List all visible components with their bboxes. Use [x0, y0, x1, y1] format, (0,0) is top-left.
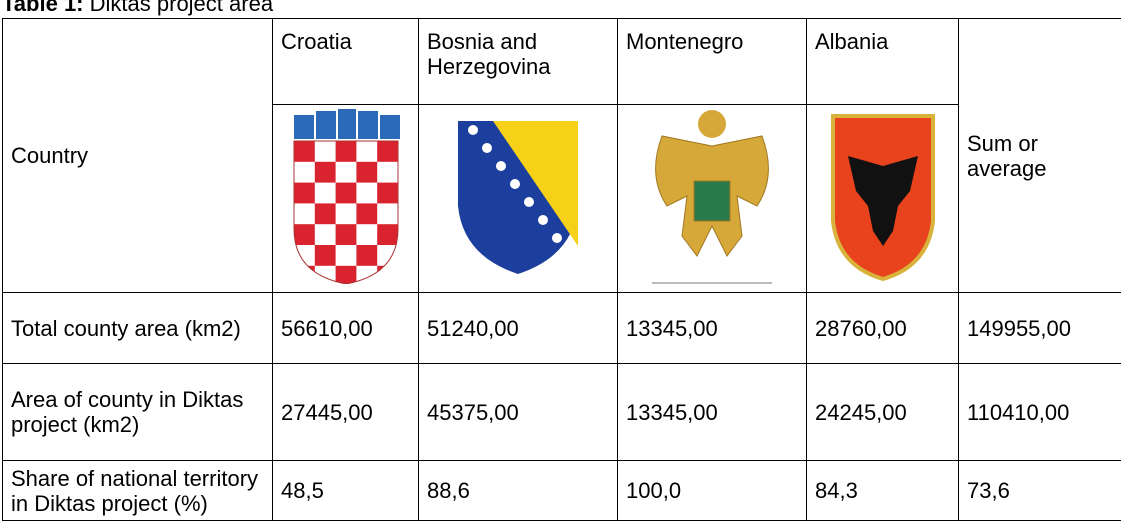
header-cell: Bosnia and Herzegovina [419, 19, 618, 105]
montenegro-coat [642, 106, 782, 286]
caption: Table 1: Diktas project area [0, 0, 1121, 18]
value-cell: 110410,00 [959, 364, 1121, 461]
data-row: Area of county in Diktas project (km2)27… [3, 364, 1121, 461]
flag-cell [807, 105, 959, 293]
value-cell: 28760,00 [807, 293, 959, 364]
value-cell: 13345,00 [618, 364, 807, 461]
value-cell: 27445,00 [273, 364, 419, 461]
croatia-coat [286, 109, 406, 284]
header-cell: Montenegro [618, 19, 807, 105]
header-cell: Country [3, 19, 273, 293]
value-cell: 56610,00 [273, 293, 419, 364]
caption-title: Diktas project area [90, 0, 273, 16]
flag-cell [618, 105, 807, 293]
value-cell: 51240,00 [419, 293, 618, 364]
flag-cell [273, 105, 419, 293]
header-cell: Albania [807, 19, 959, 105]
header-cell: Sum or average [959, 19, 1121, 293]
header-cell: Croatia [273, 19, 419, 105]
bosnia-coat [453, 116, 583, 276]
flag-cell [419, 105, 618, 293]
table: Country Croatia Bosnia and Herzegovina M… [2, 18, 1121, 521]
row-label: Total county area (km2) [3, 293, 273, 364]
value-cell: 13345,00 [618, 293, 807, 364]
value-cell: 45375,00 [419, 364, 618, 461]
value-cell: 149955,00 [959, 293, 1121, 364]
value-cell: 24245,00 [807, 364, 959, 461]
albania-coat [828, 111, 938, 281]
row-label: Area of county in Diktas project (km2) [3, 364, 273, 461]
header-row: Country Croatia Bosnia and Herzegovina M… [3, 19, 1121, 105]
caption-label: Table 1: [2, 0, 84, 16]
